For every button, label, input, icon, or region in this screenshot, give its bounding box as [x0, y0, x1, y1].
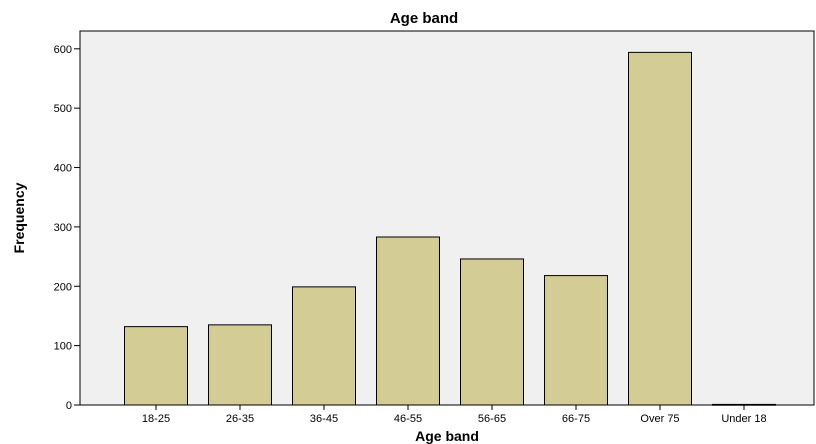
x-axis: 18-25 26-35 36-45 46-55 56-65 66-75 Over 75 Und… — [142, 405, 767, 425]
x-tick-label: 36-45 — [310, 413, 338, 425]
bar-36-45 — [292, 286, 356, 406]
bar-66-75 — [544, 275, 608, 406]
plot-area — [79, 30, 815, 406]
bar-26-35 — [208, 324, 272, 406]
y-tick-label: 400 — [54, 163, 72, 175]
x-tick-label: Over 75 — [640, 413, 679, 425]
bar-18-25 — [124, 326, 188, 406]
y-tick-label: 300 — [54, 222, 72, 234]
x-tick-label: 56-65 — [478, 413, 506, 425]
x-tick-label: 46-55 — [394, 413, 422, 425]
chart-title: Age band — [390, 10, 458, 27]
y-tick-label: 100 — [54, 341, 72, 353]
bar-46-55 — [376, 236, 440, 406]
bars-group — [124, 51, 776, 406]
y-tick-label: 500 — [54, 103, 72, 115]
y-axis: 0 100 200 300 400 500 600 — [54, 44, 80, 412]
x-tick-label: Under 18 — [721, 413, 766, 425]
y-tick-label: 600 — [54, 44, 72, 56]
x-tick-label: 66-75 — [562, 413, 590, 425]
y-axis-title: Frequency — [11, 182, 27, 253]
x-tick-label: 26-35 — [226, 413, 254, 425]
y-tick-label: 0 — [66, 400, 72, 412]
y-tick-label: 200 — [54, 281, 72, 293]
bar-56-65 — [460, 258, 524, 406]
x-axis-title: Age band — [415, 428, 479, 444]
x-tick-label: 18-25 — [142, 413, 170, 425]
bar-over-75 — [628, 51, 692, 406]
